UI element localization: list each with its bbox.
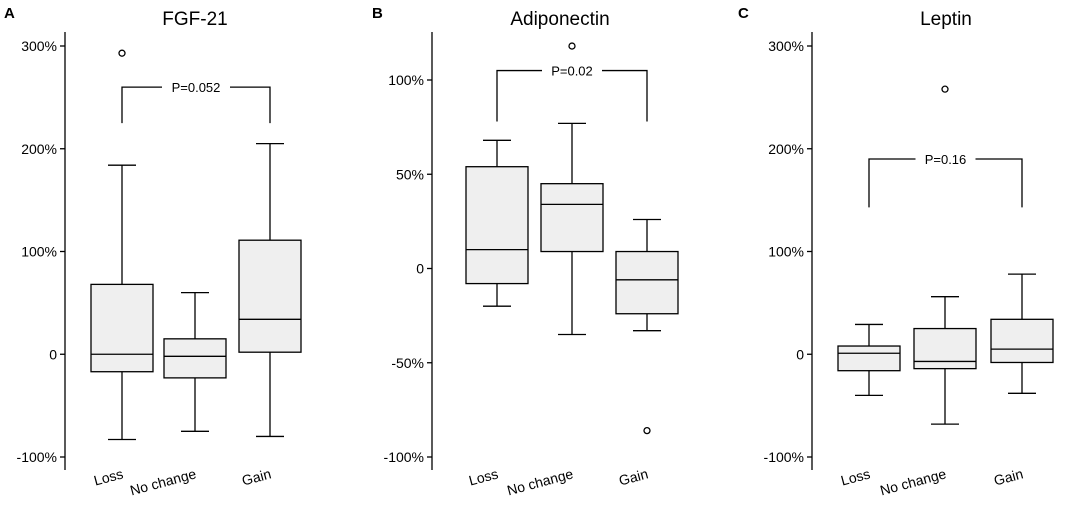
- panel-letter: A: [4, 5, 15, 22]
- category-label: No change: [128, 465, 198, 498]
- y-tick-label: 300%: [21, 38, 57, 54]
- y-tick-label: 100%: [768, 244, 804, 260]
- y-tick-label: -100%: [384, 449, 424, 465]
- category-label: Loss: [467, 465, 500, 488]
- y-tick-label: 0: [796, 346, 804, 362]
- y-tick-label: 300%: [768, 38, 804, 54]
- category-label: Gain: [992, 465, 1025, 488]
- outlier-point: [643, 426, 651, 435]
- panel-letter: C: [738, 5, 749, 22]
- y-tick-label: 100%: [21, 244, 57, 260]
- significance-bracket-left: [496, 69, 542, 122]
- y-tick-label: 100%: [388, 72, 424, 88]
- box: [465, 166, 529, 285]
- box: [238, 239, 302, 353]
- box: [913, 327, 977, 370]
- y-tick-label: -50%: [391, 355, 424, 371]
- box: [615, 250, 679, 315]
- significance-bracket-right: [602, 69, 648, 122]
- p-value-label: P=0.02: [551, 64, 593, 79]
- significance-bracket-left: [121, 86, 162, 124]
- significance-bracket-right: [230, 86, 271, 124]
- category-label: No change: [505, 465, 575, 498]
- outlier-point: [568, 42, 576, 50]
- y-tick-label: 0: [49, 346, 57, 362]
- category-label: No change: [878, 465, 948, 498]
- chart-title: FGF-21: [162, 9, 227, 30]
- chart-title: Adiponectin: [510, 9, 609, 30]
- panel-c: C Leptin -100% 0 100% 200% 300% Loss No change…: [738, 5, 1054, 498]
- box: [540, 183, 604, 253]
- p-value-label: P=0.052: [172, 80, 221, 95]
- outlier-point: [118, 49, 126, 57]
- panel-a: A FGF-21 -100% 0 100% 200% 300% Loss No change…: [4, 5, 302, 498]
- panel-letter: B: [372, 5, 383, 22]
- category-label: Loss: [839, 465, 872, 488]
- box: [837, 345, 901, 372]
- y-tick-label: 0: [416, 261, 424, 277]
- p-value-label: P=0.16: [925, 152, 967, 167]
- significance-bracket-right: [975, 158, 1023, 208]
- y-tick-label: 200%: [768, 141, 804, 157]
- outlier-point: [941, 85, 949, 93]
- box: [90, 283, 154, 373]
- box: [163, 338, 227, 379]
- y-tick-label: -100%: [764, 449, 804, 465]
- y-tick-label: 200%: [21, 141, 57, 157]
- significance-bracket-left: [868, 158, 916, 208]
- box: [990, 318, 1054, 364]
- category-label: Gain: [240, 465, 273, 488]
- y-tick-label: 50%: [396, 166, 424, 182]
- panel-b: B Adiponectin -100% -50% 0 50% 100% Loss No ch…: [372, 5, 679, 498]
- y-tick-label: -100%: [17, 449, 57, 465]
- category-label: Loss: [92, 465, 125, 488]
- category-label: Gain: [617, 465, 650, 488]
- chart-title: Leptin: [920, 9, 972, 30]
